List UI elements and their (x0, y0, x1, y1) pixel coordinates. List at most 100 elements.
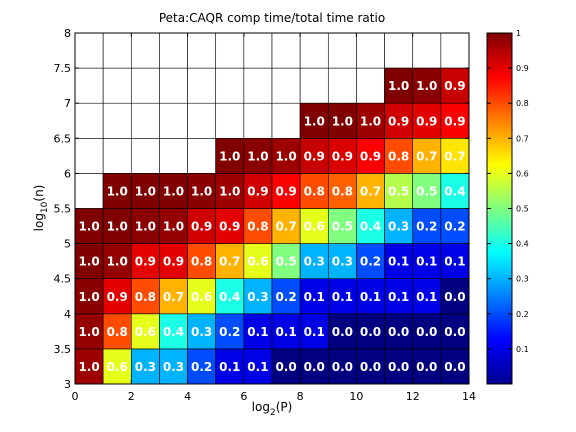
heatmap-cell (271, 208, 301, 244)
empty-cell (130, 32, 160, 69)
empty-cell (102, 138, 132, 174)
empty-cell (159, 67, 188, 104)
heatmap-cell (356, 243, 385, 280)
heatmap-cell (74, 208, 104, 244)
heatmap-cell-label: 0.5 (416, 184, 437, 198)
heatmap-cell-label: 1.0 (360, 114, 381, 128)
heatmap-cell (299, 138, 329, 174)
empty-cell (271, 32, 301, 69)
heatmap-cell-label: 0.8 (107, 325, 128, 339)
heatmap-cell-label: 0.3 (304, 255, 325, 269)
empty-cell (74, 67, 104, 104)
heatmap-cell (187, 173, 217, 209)
heatmap-cell-label: 1.0 (78, 360, 99, 374)
heatmap-cell-label: 0.1 (388, 290, 409, 304)
empty-cell (440, 32, 470, 69)
heatmap-cell-label: 0.6 (135, 325, 156, 339)
colorbar-tick-label: 0.6 (516, 169, 529, 178)
heatmap-cell-label: 0.8 (135, 290, 156, 304)
heatmap-cell-label: 1.0 (219, 149, 240, 163)
x-axis-ticks: 0 2 4 6 8 10 12 14 (72, 33, 476, 403)
heatmap-cell (299, 313, 329, 350)
heatmap-cell-label: 0.0 (444, 360, 465, 374)
heatmap-cell (299, 348, 329, 385)
heatmap-cell-label: 1.0 (107, 255, 128, 269)
heatmap-cell-label: 0.2 (275, 290, 296, 304)
heatmap-cell-label: 1.0 (332, 114, 353, 128)
x-tick-label: 6 (240, 390, 247, 403)
heatmap-cell-label: 0.1 (388, 255, 409, 269)
heatmap-cell (384, 138, 414, 174)
empty-cell (215, 102, 245, 139)
heatmap-cell-label: 1.0 (163, 184, 184, 198)
heatmap-cell-label: 0.9 (444, 79, 465, 93)
heatmap-cell (159, 313, 188, 350)
heatmap-cell-label: 0.1 (444, 255, 465, 269)
heatmap-cell-label: 0.6 (191, 290, 212, 304)
colorbar-tick-label: 0.3 (516, 275, 529, 284)
heatmap-cell-label: 0.9 (416, 114, 437, 128)
heatmap-cell-label: 0.0 (360, 325, 381, 339)
empty-cell (356, 67, 385, 104)
heatmap-cell-label: 0.9 (135, 255, 156, 269)
heatmap-cell (243, 278, 273, 315)
heatmap-cell (327, 173, 357, 209)
heatmap-cell-label: 0.0 (444, 290, 465, 304)
x-axis-label-sub: 2 (270, 408, 276, 418)
empty-cell (74, 173, 104, 209)
heatmap-cell (440, 102, 470, 139)
empty-cell (384, 32, 414, 69)
heatmap-cell-label: 0.3 (163, 360, 184, 374)
heatmap-cell-label: 0.0 (416, 325, 437, 339)
heatmap-cell-label: 1.0 (163, 220, 184, 234)
heatmap-cell (356, 102, 385, 139)
heatmap-cell (187, 348, 217, 385)
heatmap-cell (412, 208, 442, 244)
colorbar-tick-label: 0.7 (516, 134, 529, 143)
heatmap-cell (440, 348, 470, 385)
y-tick-label: 7 (64, 97, 71, 110)
heatmap-cell (299, 243, 329, 280)
heatmap-cell-label: 0.9 (444, 114, 465, 128)
heatmap-cell-label: 0.1 (360, 290, 381, 304)
heatmap-cell (440, 208, 470, 244)
x-tick-label: 0 (72, 390, 79, 403)
x-tick-label: 12 (406, 390, 420, 403)
y-tick-label: 6.5 (54, 132, 72, 145)
heatmap-cell (299, 102, 329, 139)
empty-cell (299, 67, 329, 104)
empty-cell (187, 32, 217, 69)
heatmap-cell (271, 278, 301, 315)
colorbar-ticks: 0.1 0.2 0.3 0.4 0.5 0.6 0.7 0.8 0.9 1 (487, 29, 529, 354)
heatmap-cell-label: 0.1 (416, 290, 437, 304)
y-axis-label-arg: (n) (32, 185, 46, 202)
heatmap-cell-label: 0.0 (388, 360, 409, 374)
y-tick-label: 3 (64, 378, 71, 391)
empty-cell (271, 102, 301, 139)
heatmap-cell-label: 1.0 (78, 290, 99, 304)
heatmap-cell (384, 208, 414, 244)
empty-cell (271, 67, 301, 104)
colorbar-tick-label: 0.8 (516, 99, 529, 108)
heatmap-cell-label: 0.1 (275, 325, 296, 339)
heatmap-cell (412, 313, 442, 350)
empty-cell (130, 102, 160, 139)
empty-cell (130, 138, 160, 174)
heatmap-cell (130, 208, 160, 244)
empty-cell (159, 32, 188, 69)
heatmap-cell-label: 0.1 (247, 325, 268, 339)
heatmap-cell-label: 0.3 (388, 220, 409, 234)
heatmap-cell (102, 278, 132, 315)
heatmap-cell (412, 138, 442, 174)
empty-cell (187, 102, 217, 139)
heatmap-cell-label: 0.9 (304, 149, 325, 163)
heatmap-cell-label: 0.0 (360, 360, 381, 374)
heatmap-cell-label: 0.8 (388, 149, 409, 163)
heatmap-cell-label: 0.4 (360, 220, 381, 234)
heatmap-cell-label: 0.6 (304, 220, 325, 234)
y-axis-ticks: 3 3.5 4 4.5 5 5.5 6 6.5 7 7.5 8 (54, 27, 469, 391)
y-tick-label: 4 (64, 308, 71, 321)
colorbar-tick-label: 0.2 (516, 310, 529, 319)
heatmap-cell (440, 173, 470, 209)
heatmap-cell-label: 1.0 (275, 149, 296, 163)
